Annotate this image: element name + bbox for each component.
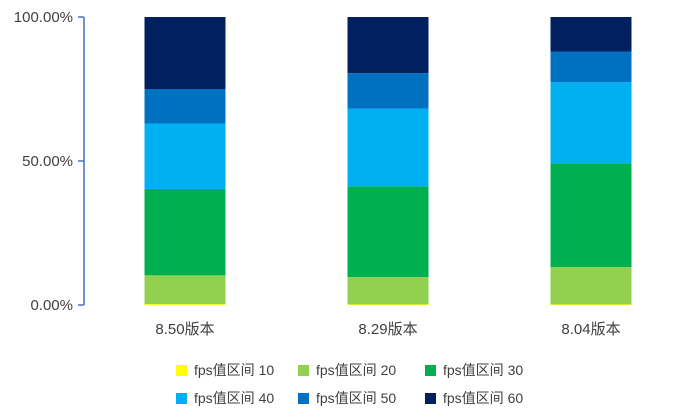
bar-segment <box>550 82 632 164</box>
legend-label: fps值区间 40 <box>194 390 274 406</box>
bar-segment <box>550 163 632 267</box>
bar-segment <box>144 275 226 305</box>
bar-segment <box>144 89 226 124</box>
bar-segment <box>550 51 632 83</box>
axis-labels: 0.00% 50.00% 100.00% 8.50版本 8.29版本 8.04版本 <box>14 9 621 338</box>
bar-segment <box>144 17 226 89</box>
bar-segment <box>144 188 226 276</box>
legend-swatch <box>176 393 187 404</box>
bar-segment <box>144 123 226 189</box>
y-tick-label: 0.00% <box>30 297 73 314</box>
legend-item: fps值区间 40 <box>176 390 274 406</box>
x-tick-label: 8.29版本 <box>358 321 417 338</box>
legend-item: fps值区间 30 <box>425 362 523 378</box>
bar-segment <box>347 73 429 109</box>
axes <box>78 16 85 306</box>
legend-label: fps值区间 10 <box>194 362 274 378</box>
legend-label: fps值区间 30 <box>443 362 523 378</box>
bar-segment <box>347 108 429 187</box>
legend-item: fps值区间 20 <box>298 362 396 378</box>
bar-segment <box>347 186 429 278</box>
bar-segment <box>550 17 632 52</box>
legend-label: fps值区间 60 <box>443 390 523 406</box>
legend-swatch <box>298 365 309 376</box>
legend-swatch <box>425 393 436 404</box>
y-tick-label: 50.00% <box>22 153 73 170</box>
x-tick-label: 8.04版本 <box>561 321 620 338</box>
bar-segment <box>347 277 429 305</box>
legend-label: fps值区间 20 <box>316 362 396 378</box>
bar-segment <box>347 17 429 74</box>
bar-segment <box>550 304 632 305</box>
legend: fps值区间 10 fps值区间 20 fps值区间 30 fps值区间 40 fps值… <box>176 362 523 406</box>
x-tick-label: 8.50版本 <box>155 321 214 338</box>
bar-segment <box>550 266 632 305</box>
bar-segment <box>144 304 226 305</box>
bars <box>144 17 632 305</box>
legend-swatch <box>298 393 309 404</box>
y-tick-label: 100.00% <box>14 9 73 26</box>
legend-item: fps值区间 60 <box>425 390 523 406</box>
legend-swatch <box>176 365 187 376</box>
legend-item: fps值区间 50 <box>298 390 396 406</box>
legend-swatch <box>425 365 436 376</box>
legend-label: fps值区间 50 <box>316 390 396 406</box>
bar-segment <box>347 304 429 305</box>
legend-item: fps值区间 10 <box>176 362 274 378</box>
